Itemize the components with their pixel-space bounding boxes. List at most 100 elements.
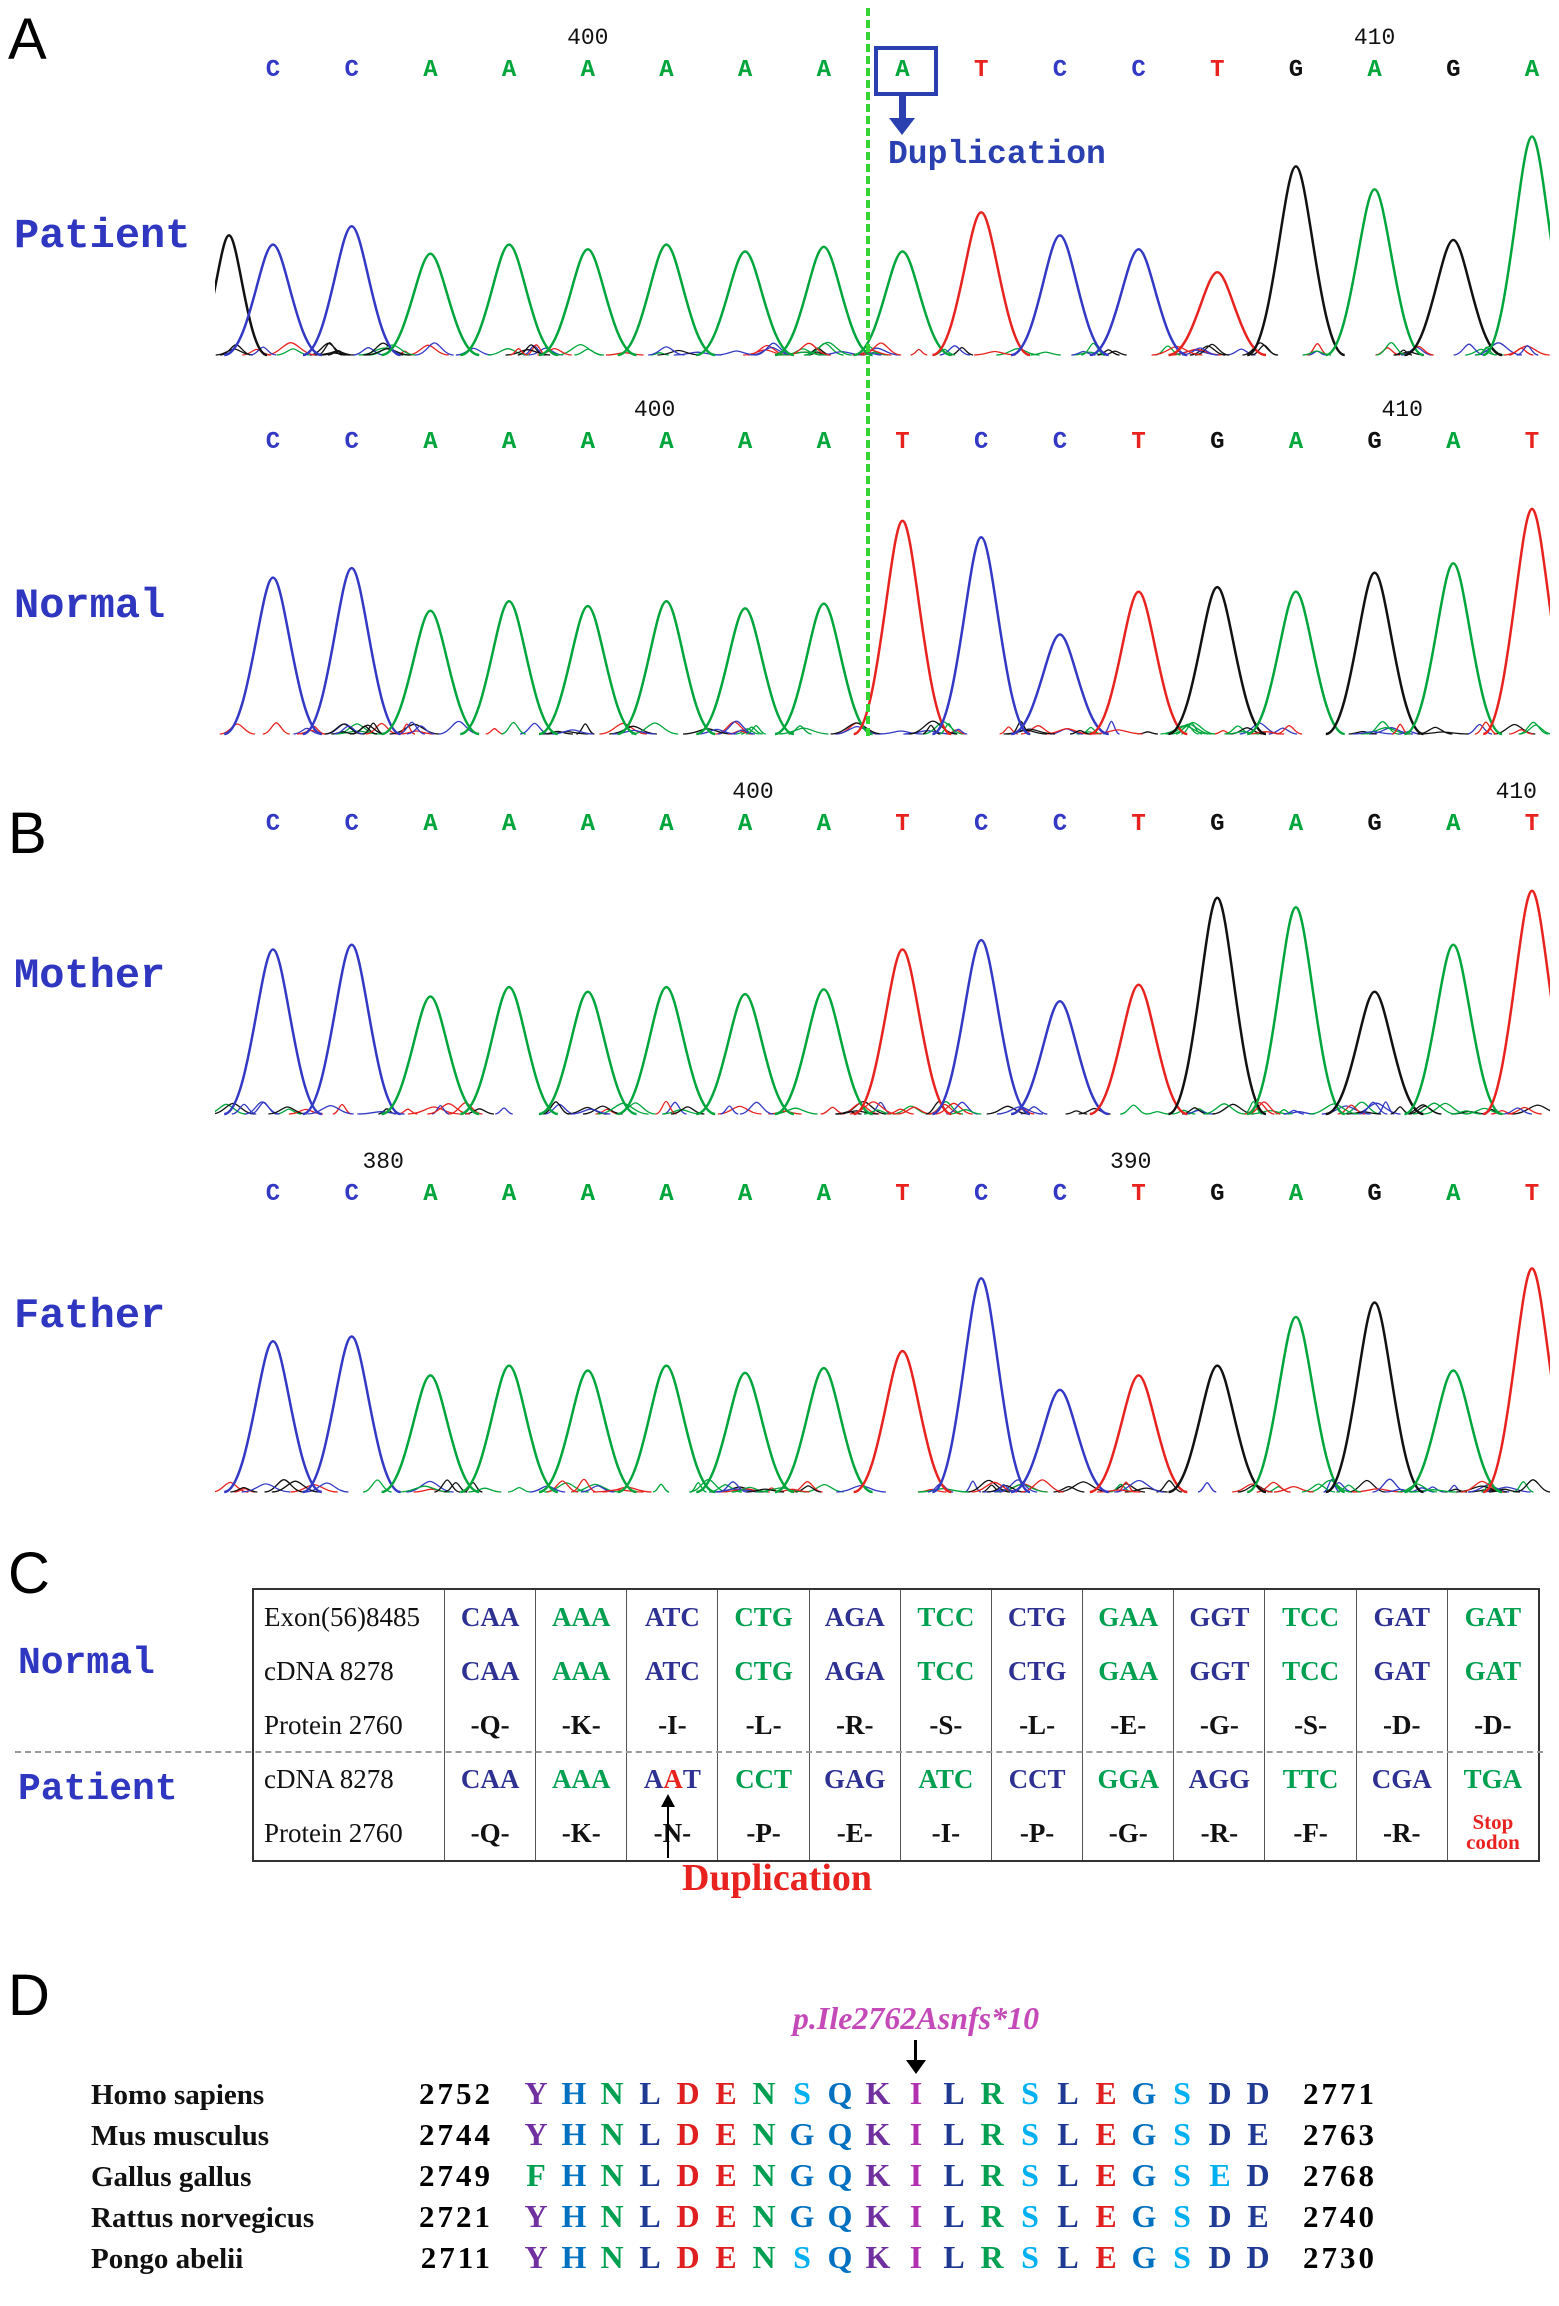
svg-text:C: C (344, 1181, 358, 1208)
svg-text:C: C (344, 57, 358, 84)
svg-text:A: A (659, 429, 674, 456)
residue: Y (524, 2075, 548, 2111)
residue: G (789, 2198, 815, 2234)
residue: D (676, 2116, 700, 2152)
svg-text:A: A (423, 429, 438, 456)
svg-text:A: A (659, 1181, 674, 1208)
duplication-pointer-arrow-icon (661, 1794, 675, 1807)
svg-text:T: T (1210, 57, 1224, 84)
residue: Q (827, 2075, 853, 2111)
codon-cell: CTG (717, 1590, 808, 1644)
protein-cell: -P- (990, 1806, 1082, 1860)
codon-cell: CAA (444, 1590, 535, 1644)
residue: R (980, 2157, 1004, 2193)
protein-cell: -E- (808, 1806, 900, 1860)
residue: Q (827, 2157, 853, 2193)
end-position: 2763 (1303, 2117, 1377, 2152)
codon-cell: GGT (1173, 1644, 1264, 1698)
svg-text:A: A (817, 811, 832, 838)
residue: N (752, 2116, 776, 2152)
normal-chromatogram: C C A A A A A A T C C T G A G A T 400 410 (219, 397, 1550, 736)
protein-cell: -K- (535, 1806, 626, 1860)
residue: S (1021, 2157, 1039, 2193)
codon-cell: AGA (808, 1590, 900, 1644)
protein-cell: -S- (1264, 1698, 1355, 1752)
residue: E (1095, 2075, 1117, 2111)
svg-text:T: T (1131, 1181, 1145, 1208)
variant-annotation: p.Ile2762Asnfs*10 (792, 2000, 1040, 2036)
residue: N (752, 2075, 776, 2111)
residue: R (980, 2198, 1004, 2234)
svg-text:A: A (502, 57, 517, 84)
codon-cell: CGA (1355, 1752, 1447, 1806)
protein-cell: -L- (990, 1698, 1082, 1752)
residue: E (1095, 2116, 1117, 2152)
residue: S (1021, 2116, 1039, 2152)
svg-text:A: A (502, 811, 517, 838)
alignment-row: Mus musculus 2744 Y H N L D E N G Q K I L R S L E G S D E 2763 (85, 2116, 1377, 2157)
residue: Q (827, 2198, 853, 2234)
svg-text:A: A (1289, 1181, 1304, 1208)
codon-cell: AGG (1173, 1752, 1264, 1806)
protein-cell: -R- (808, 1698, 900, 1752)
svg-text:A: A (1446, 811, 1461, 838)
residue: E (1095, 2157, 1117, 2193)
duplication-box (874, 46, 938, 96)
residue: L (1057, 2239, 1079, 2275)
protein-cell: -E- (1082, 1698, 1173, 1752)
residue: D (1208, 2075, 1232, 2111)
residue: D (676, 2075, 700, 2111)
svg-text:A: A (817, 1181, 832, 1208)
codon-cell: CCT (717, 1752, 808, 1806)
residue: D (676, 2239, 700, 2275)
residue: N (752, 2239, 776, 2275)
residue: E (715, 2198, 737, 2234)
svg-text:C: C (344, 811, 358, 838)
residue: N (600, 2239, 624, 2275)
residue: S (1173, 2239, 1191, 2275)
species-name: Gallus gallus (91, 2161, 252, 2193)
alignment-row: Homo sapiens 2752 Y H N L D E N S Q K I L R S L E G S D D 2771 (85, 2075, 1377, 2116)
svg-text:C: C (974, 429, 988, 456)
residue: E (1095, 2198, 1117, 2234)
residue: S (1021, 2075, 1039, 2111)
residue: S (1021, 2198, 1039, 2234)
residue: Y (524, 2198, 548, 2234)
residue: G (1131, 2157, 1157, 2193)
residue: H (561, 2075, 587, 2111)
species-name: Pongo abelii (91, 2243, 244, 2275)
species-name: Rattus norvegicus (91, 2202, 315, 2234)
end-position: 2730 (1303, 2240, 1377, 2275)
stop-codon-cell: Stop codon (1446, 1806, 1538, 1860)
residue: S (793, 2075, 811, 2111)
residue: L (943, 2116, 965, 2152)
codon-cell: GGT (1173, 1590, 1264, 1644)
residue: S (1173, 2116, 1191, 2152)
svg-text:T: T (1525, 429, 1539, 456)
residue: Y (524, 2239, 548, 2275)
svg-text:A: A (738, 57, 753, 84)
patient-chromatogram: C C A A A A A A A T C C T G A G A 400 410 (215, 25, 1550, 357)
svg-text:A: A (1446, 1181, 1461, 1208)
codon-cell: ATC (626, 1590, 717, 1644)
protein-cell: -N- (626, 1806, 717, 1860)
table-row-header: cDNA 8278 (264, 1655, 394, 1686)
svg-text:A: A (423, 1181, 438, 1208)
svg-text:A: A (738, 429, 753, 456)
duplication-label-red: Duplication (682, 1857, 873, 1899)
patient-label: Patient (14, 212, 191, 260)
residue: H (561, 2198, 587, 2234)
residue: H (561, 2157, 587, 2193)
svg-text:C: C (974, 811, 988, 838)
duplication-connector-line (667, 1806, 669, 1858)
residue: L (1057, 2116, 1079, 2152)
svg-text:380: 380 (362, 1149, 403, 1175)
protein-cell: -D- (1355, 1698, 1447, 1752)
residue: K (865, 2239, 891, 2275)
codon-cell: GAT (1355, 1644, 1447, 1698)
codon-cell: TTC (1264, 1752, 1355, 1806)
